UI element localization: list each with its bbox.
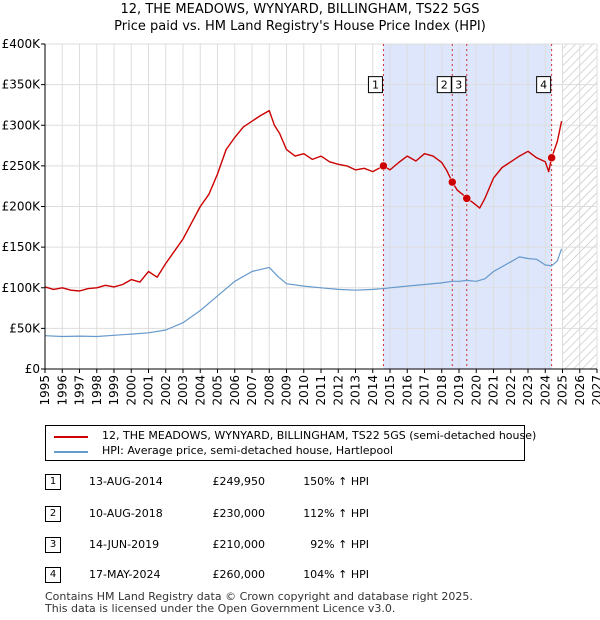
x-tick-label: 1998 — [90, 375, 104, 406]
x-tick-label: 2012 — [331, 375, 345, 406]
sale-label: 3 — [455, 79, 462, 92]
y-tick-label: £200K — [2, 200, 42, 214]
transaction-date: 17-MAY-2024 — [89, 568, 161, 581]
sale-label: 1 — [372, 79, 379, 92]
transaction-price: £210,000 — [212, 538, 266, 551]
y-tick-label: £50K — [9, 321, 41, 335]
transaction-hpi-change: 150% ↑ HPI — [303, 475, 369, 488]
x-tick-label: 2025 — [556, 375, 570, 406]
footer-line-1: Contains HM Land Registry data © Crown c… — [45, 590, 473, 603]
x-tick-label: 2026 — [573, 375, 587, 406]
transaction-number: 1 — [45, 474, 61, 490]
sale-point — [547, 153, 556, 162]
transaction-date: 13-AUG-2014 — [89, 475, 163, 488]
y-tick-label: £0 — [25, 362, 40, 376]
x-tick-label: 2027 — [590, 375, 600, 406]
transaction-number: 2 — [45, 506, 61, 522]
y-tick-label: £400K — [2, 37, 42, 51]
transaction-date: 14-JUN-2019 — [89, 538, 160, 551]
footer-line-2: This data is licensed under the Open Gov… — [45, 602, 396, 615]
transaction-price: £260,000 — [212, 568, 266, 581]
x-tick-label: 2018 — [435, 375, 449, 406]
x-tick-label: 2019 — [452, 375, 466, 406]
x-tick-label: 2013 — [349, 375, 363, 406]
sale-point — [462, 194, 472, 203]
table-row: 3 14-JUN-2019 £210,000 92% ↑ HPI — [45, 537, 465, 555]
table-row: 1 13-AUG-2014 £249,950 150% ↑ HPI — [45, 474, 465, 492]
x-tick-label: 2016 — [400, 375, 414, 406]
chart-subtitle: Price paid vs. HM Land Registry's House … — [114, 19, 486, 34]
x-tick-label: 2024 — [538, 375, 552, 406]
x-tick-label: 2005 — [211, 375, 225, 406]
x-tick-label: 2001 — [142, 375, 156, 406]
transaction-price: £230,000 — [212, 507, 266, 520]
x-tick-label: 2007 — [245, 375, 259, 406]
x-tick-label: 2009 — [280, 375, 294, 406]
table-row: 2 10-AUG-2018 £230,000 112% ↑ HPI — [45, 506, 465, 524]
x-tick-label: 1997 — [73, 375, 87, 406]
sale-label-box — [367, 76, 383, 94]
transaction-hpi-change: 112% ↑ HPI — [303, 507, 369, 520]
legend-swatch-hpi — [54, 451, 88, 453]
x-tick-label: 2010 — [297, 375, 311, 406]
y-tick-label: £350K — [2, 78, 42, 92]
x-tick-label: 2017 — [418, 375, 432, 406]
sale-point — [379, 161, 388, 171]
x-tick-label: 1999 — [107, 375, 121, 406]
x-tick-label: 2008 — [262, 375, 276, 406]
x-tick-label: 2002 — [159, 375, 173, 406]
legend-label-hpi: HPI: Average price, semi-detached house,… — [102, 444, 394, 457]
transaction-hpi-change: 92% ↑ HPI — [310, 538, 369, 551]
table-row: 4 17-MAY-2024 £260,000 104% ↑ HPI — [45, 567, 465, 585]
legend-swatch-property — [54, 436, 88, 438]
x-tick-label: 2000 — [124, 375, 138, 406]
y-tick-label: £250K — [2, 159, 42, 173]
x-tick-label: 2021 — [487, 375, 501, 406]
x-tick-label: 2020 — [469, 375, 483, 406]
legend-label-property: 12, THE MEADOWS, WYNYARD, BILLINGHAM, TS… — [102, 429, 537, 442]
property-price-line — [44, 109, 563, 292]
y-tick-label: £150K — [2, 240, 42, 254]
x-tick-label: 2023 — [521, 375, 535, 406]
y-tick-label: £300K — [2, 118, 42, 132]
hpi-line — [44, 248, 563, 338]
transaction-price: £249,950 — [212, 475, 266, 488]
x-tick-label: 1995 — [38, 375, 52, 406]
x-tick-label: 2006 — [228, 375, 242, 406]
x-tick-label: 2003 — [176, 375, 190, 406]
legend: 12, THE MEADOWS, WYNYARD, BILLINGHAM, TS… — [45, 425, 536, 461]
y-tick-label: £100K — [2, 281, 42, 295]
transaction-date: 10-AUG-2018 — [89, 507, 163, 520]
x-tick-label: 2022 — [504, 375, 518, 406]
transaction-number: 4 — [45, 567, 61, 583]
transaction-hpi-change: 104% ↑ HPI — [303, 568, 369, 581]
footer: Contains HM Land Registry data © Crown c… — [45, 591, 473, 615]
sale-label: 4 — [540, 79, 547, 92]
transaction-number: 3 — [45, 537, 61, 553]
chart-title: 12, THE MEADOWS, WYNYARD, BILLINGHAM, TS… — [120, 2, 480, 17]
x-tick-label: 2011 — [314, 375, 328, 406]
sale-point — [448, 177, 457, 187]
x-tick-label: 2015 — [383, 375, 397, 406]
sale-label: 2 — [441, 79, 448, 92]
sale-label-box — [536, 76, 552, 94]
sale-label-box — [451, 76, 467, 94]
x-tick-label: 1996 — [55, 375, 69, 406]
x-tick-label: 2014 — [366, 375, 380, 406]
x-tick-label: 2004 — [193, 375, 207, 406]
